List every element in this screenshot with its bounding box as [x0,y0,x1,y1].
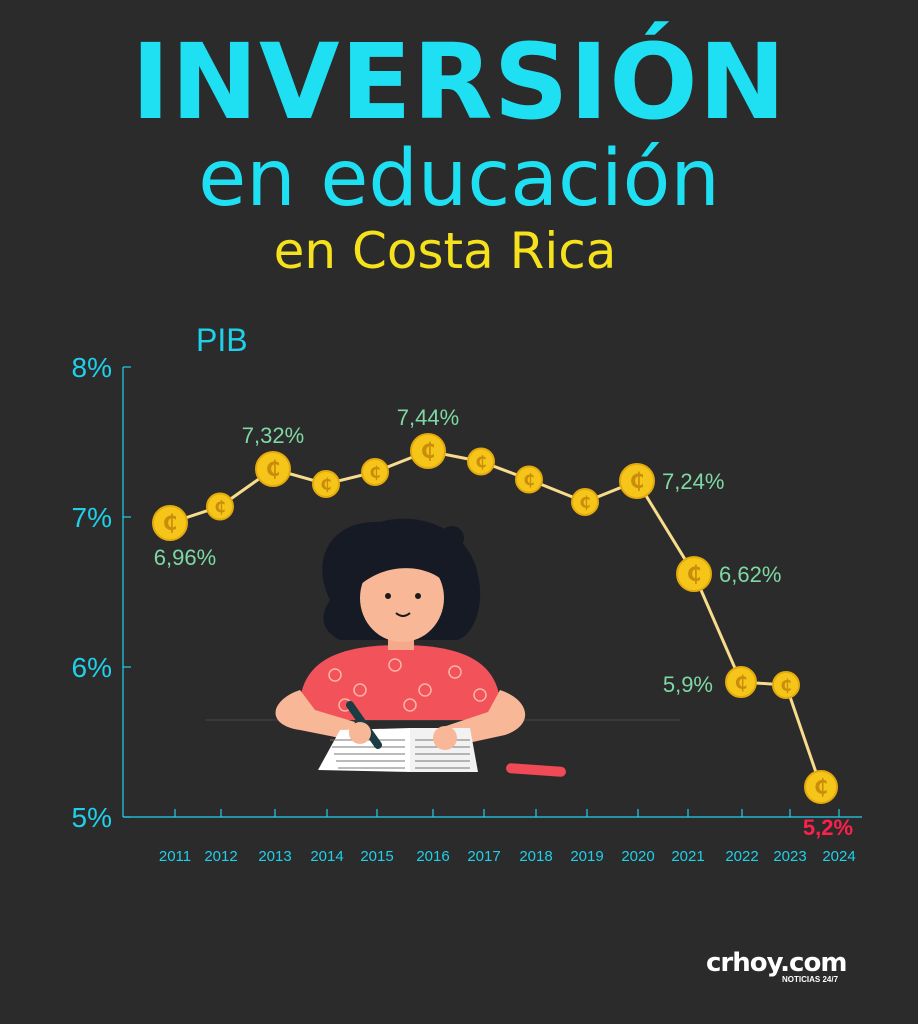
coin-symbol: ₵ [687,562,702,587]
x-tick-label: 2018 [519,848,552,865]
page-subtitle: en educación [198,134,720,224]
hand-right [433,726,457,750]
data-point: ₵ [676,556,712,592]
face [360,554,444,642]
coin-icon [312,470,340,498]
y-axis-title: PIB [196,322,248,358]
x-tick-label: 2013 [258,848,291,865]
coin-symbol: ₵ [369,462,380,481]
coin-icon [410,433,446,469]
hair-bun-left [342,526,370,554]
coin-icon [152,505,188,541]
coin-icon [255,451,291,487]
page-title: INVERSIÓN [131,21,787,143]
hand-left [349,722,371,744]
x-tick-label: 2022 [725,848,758,865]
data-point: ₵ [206,492,234,521]
smile [395,612,411,617]
y-tick-label: 5% [72,802,112,833]
coin-icon [804,770,838,804]
coin-symbol: ₵ [475,452,486,471]
data-point: ₵ [804,770,838,804]
coin-symbol: ₵ [579,492,590,511]
data-point: ₵ [619,463,655,499]
coin-icon [361,458,389,486]
coin-icon [515,465,543,494]
brand-tagline: NOTICIAS 24/7 [782,975,839,984]
data-label: 7,44% [397,405,459,430]
data-point: ₵ [410,433,446,469]
coin-symbol: ₵ [814,775,828,799]
shirt-pattern [388,658,402,672]
data-point: ₵ [725,666,757,698]
data-point: ₵ [467,447,495,476]
x-tick-label: 2019 [570,848,603,865]
y-tick-label: 6% [72,652,112,683]
data-point: ₵ [515,465,543,494]
x-tick-label: 2011 [159,848,191,865]
eye-left [385,593,391,599]
eye-right [415,593,421,599]
data-point: ₵ [772,671,800,699]
chart-axes: 8% 7% 6% 5% 2011 2012 2013 2014 2015 2016 2017 2018… [72,352,862,865]
coin-symbol: ₵ [734,672,747,693]
coin-icon [772,671,800,699]
x-tick-label: 2017 [467,848,500,865]
x-tick-label: 2024 [822,848,855,865]
coin-icon [206,492,234,521]
student-illustration [205,518,680,777]
brand-logo: crhoy.com [706,948,847,978]
coin-symbol: ₵ [421,439,436,464]
shirt-pattern [353,683,367,697]
chart-labels: 6,96% 7,32% 7,44% 7,24% 6,62% 5,9% 5,2% [154,405,853,840]
chart-series: ₵ ₵ ₵ ₵ ₵ ₵ ₵ ₵ ₵ ₵ ₵ ₵ ₵ ₵ [152,433,838,804]
data-point: ₵ [361,458,389,486]
x-tick-label: 2012 [204,848,237,865]
coin-symbol: ₵ [320,474,331,493]
marker-icon [506,763,566,777]
x-tick-label: 2014 [310,848,343,865]
coin-icon [725,666,757,698]
coin-symbol: ₵ [266,457,281,482]
hair-bun-right [440,526,464,550]
coin-icon [467,447,495,476]
fringe [360,553,448,585]
page-location: en Costa Rica [273,222,617,280]
coin-icon [676,556,712,592]
coin-symbol: ₵ [523,470,534,489]
data-point: ₵ [152,505,188,541]
data-label: 7,24% [662,469,724,494]
data-label: 6,96% [154,545,216,570]
coin-icon [571,488,599,516]
data-label: 6,62% [719,562,781,587]
x-tick-label: 2015 [360,848,393,865]
data-point: ₵ [255,451,291,487]
arm-left [275,690,355,740]
coin-symbol: ₵ [214,497,225,516]
x-tick-label: 2023 [773,848,806,865]
y-tick-label: 7% [72,502,112,533]
data-label: 5,2% [803,815,853,840]
coin-symbol: ₵ [163,511,178,536]
x-tick-label: 2016 [416,848,449,865]
coin-symbol: ₵ [630,469,645,494]
coin-icon [619,463,655,499]
shirt-pattern [328,668,342,682]
shirt-pattern [473,688,487,702]
shirt-pattern [403,698,417,712]
shirt-pattern [448,665,462,679]
x-tick-label: 2020 [621,848,654,865]
coin-symbol: ₵ [780,675,791,694]
shirt [300,645,500,720]
y-tick-label: 8% [72,352,112,383]
data-point: ₵ [312,470,340,498]
shirt-pattern [418,683,432,697]
data-label: 5,9% [663,672,713,697]
data-point: ₵ [571,488,599,516]
data-label: 7,32% [242,423,304,448]
x-tick-label: 2021 [671,848,704,865]
